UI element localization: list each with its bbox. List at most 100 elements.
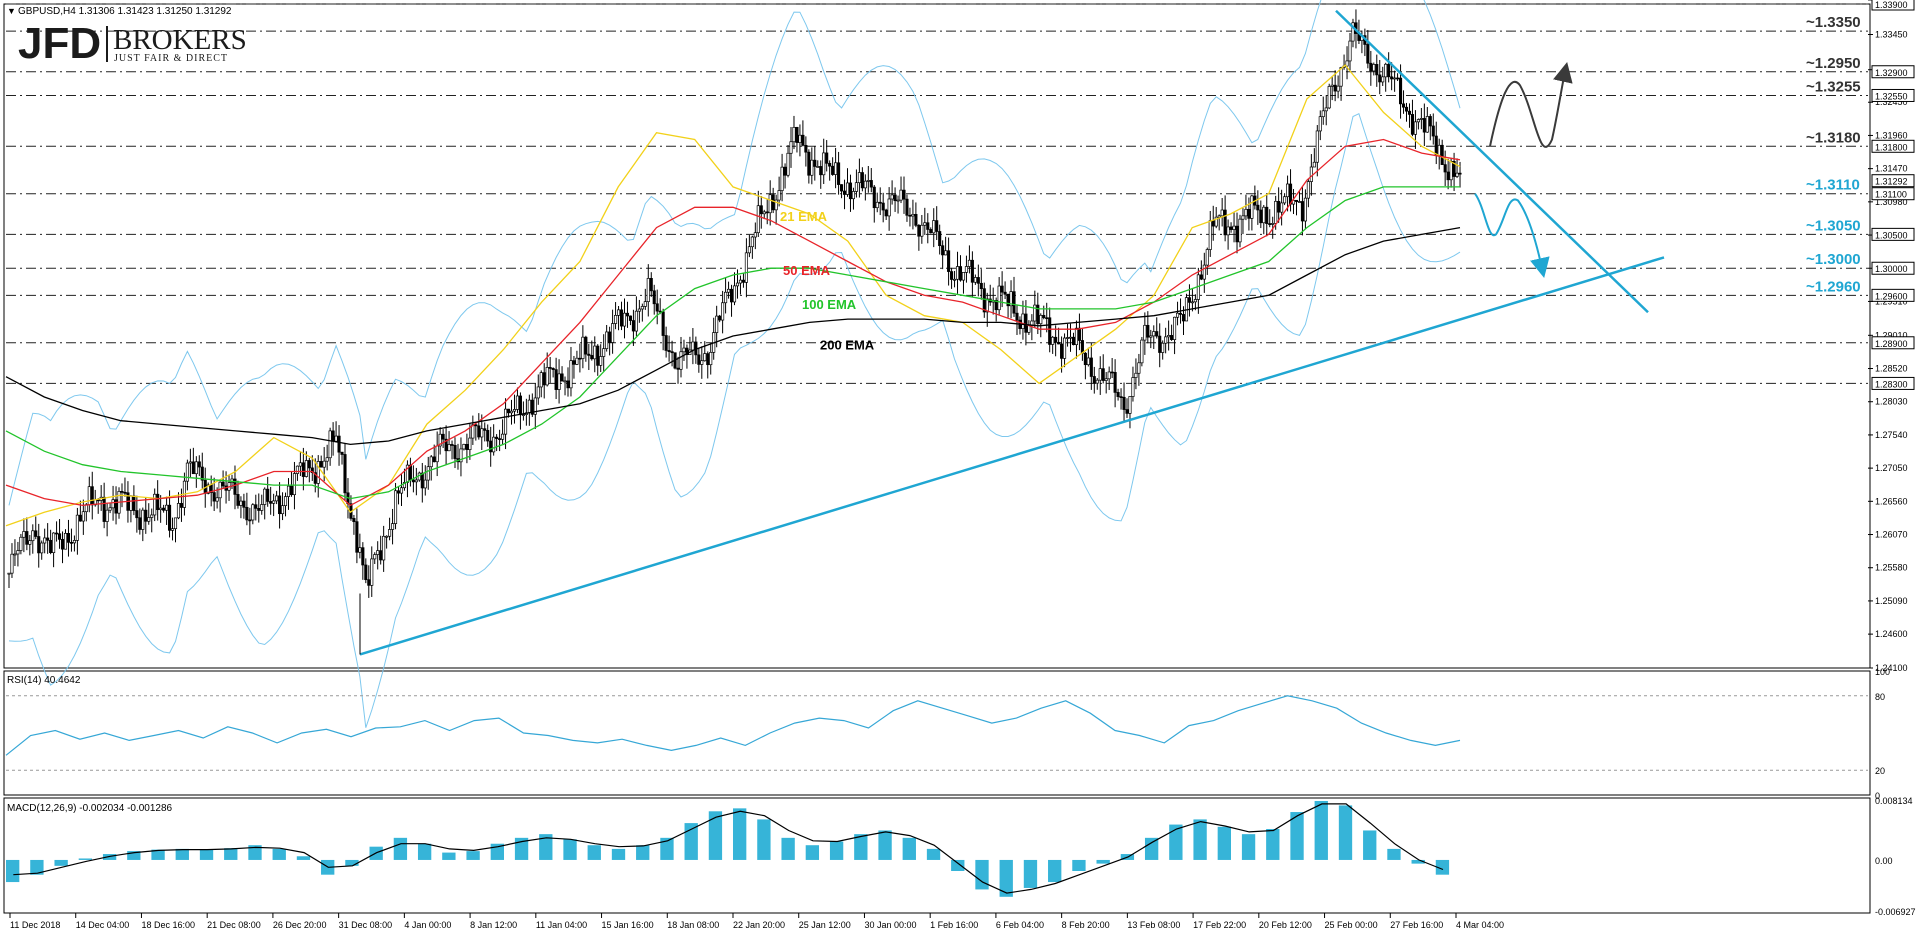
- bullish-forecast-arrow: [1489, 61, 1573, 148]
- macd-signal-line: [13, 803, 1444, 894]
- candle-body: [958, 266, 963, 281]
- candle-body: [114, 499, 118, 514]
- candle-body: [756, 205, 760, 234]
- candle-body: [611, 323, 615, 343]
- candle-body: [245, 506, 249, 521]
- candle-body: [744, 252, 748, 283]
- candle-body: [459, 448, 463, 463]
- candle-body: [1416, 119, 1420, 123]
- candle-body: [1116, 392, 1120, 397]
- macd-histogram-bar: [1338, 805, 1353, 860]
- candle-body: [1235, 225, 1239, 243]
- candle-body: [1443, 164, 1447, 173]
- macd-histogram-bar: [466, 851, 480, 860]
- candle-body: [1339, 67, 1343, 87]
- price-tick-label: 1.25580: [1875, 563, 1908, 573]
- candle-body: [129, 495, 133, 511]
- candle-body: [212, 492, 216, 502]
- level-labels: ~1.3350 ~1.2950 ~1.3255 ~1.3180 ~1.3110 ~1.30…: [1806, 14, 1861, 295]
- candle-body: [489, 440, 493, 453]
- candle-body: [1006, 293, 1010, 307]
- macd-histogram-bar: [951, 859, 965, 872]
- candle-body: [480, 428, 484, 438]
- time-tick-label: 31 Dec 08:00: [339, 920, 393, 930]
- candle-body: [893, 194, 897, 202]
- candle-body: [391, 523, 395, 530]
- candle-body: [643, 301, 647, 307]
- price-tag-label: 1.28300: [1875, 379, 1908, 389]
- macd-histogram-bar: [805, 845, 820, 860]
- candle-body: [1048, 317, 1052, 345]
- candle-body: [955, 266, 960, 280]
- candle-body: [1054, 336, 1058, 343]
- candle-body: [625, 312, 630, 317]
- candle-body: [141, 509, 145, 530]
- candle-body: [352, 518, 356, 523]
- candle-body: [1176, 312, 1180, 318]
- candle-body: [1348, 40, 1352, 62]
- candle-body: [738, 279, 743, 284]
- candle-body: [46, 537, 50, 541]
- candle-body: [236, 494, 240, 506]
- candle-body: [399, 487, 404, 494]
- candle-body: [1223, 209, 1227, 236]
- macd-histogram-bar: [1290, 812, 1304, 860]
- price-tick-label: 1.27050: [1875, 463, 1908, 473]
- price-tag-box: [1871, 288, 1915, 302]
- candle-body: [1345, 60, 1349, 67]
- price-tag-label: 1.30000: [1875, 264, 1908, 274]
- rsi-tick-label: 80: [1875, 692, 1885, 702]
- candle-body: [1271, 223, 1275, 225]
- candle-body: [774, 199, 778, 211]
- candle-body: [55, 532, 59, 535]
- candle-body: [860, 172, 864, 189]
- candle-body: [1164, 336, 1168, 344]
- candle-body: [536, 386, 540, 399]
- candle-body: [866, 180, 870, 182]
- candle-body: [1428, 116, 1432, 127]
- candle-body: [1413, 121, 1417, 135]
- candle-body: [257, 508, 261, 511]
- macd-histogram-bar: [224, 848, 238, 860]
- candle-body: [1083, 352, 1087, 366]
- time-tick-label: 4 Jan 00:00: [404, 920, 451, 930]
- candle-body: [331, 430, 335, 442]
- candle-body: [1399, 77, 1403, 105]
- candle-body: [37, 536, 41, 554]
- candle-body: [854, 182, 858, 192]
- candle-body: [1425, 116, 1429, 133]
- candle-body: [1187, 297, 1191, 303]
- macd-histogram-bar: [345, 859, 359, 866]
- candle-body: [1110, 371, 1114, 374]
- candle-body: [777, 190, 781, 201]
- time-tick-label: 8 Jan 12:00: [470, 920, 517, 930]
- candle-body: [896, 199, 900, 202]
- time-tick-label: 25 Feb 00:00: [1325, 920, 1378, 930]
- trendlines: [359, 9, 1665, 656]
- candle-body: [105, 509, 109, 522]
- candle-body: [468, 437, 472, 450]
- candle-body: [786, 152, 790, 176]
- candle-body: [729, 288, 734, 303]
- price-tag-box: [1871, 187, 1915, 201]
- candle-body: [872, 186, 876, 209]
- candle-body: [1232, 225, 1236, 230]
- candle-body: [1003, 291, 1007, 295]
- price-tag-box: [1871, 261, 1915, 275]
- candle-body: [640, 306, 644, 310]
- candle-body: [1143, 324, 1147, 341]
- time-tick-label: 22 Jan 20:00: [733, 920, 785, 930]
- candle-body: [1125, 409, 1129, 414]
- symbol-info-arrow: ▼: [7, 6, 16, 16]
- candle-body: [135, 510, 139, 519]
- candle-body: [1384, 63, 1388, 78]
- candle-body: [721, 302, 725, 321]
- price-tag-label: 1.32900: [1875, 68, 1908, 78]
- candle-body: [498, 438, 502, 440]
- candle-body: [1101, 368, 1105, 381]
- candle-body: [111, 499, 115, 509]
- candle-body: [842, 190, 847, 195]
- candle-body: [1241, 215, 1245, 220]
- candle-body: [816, 166, 820, 168]
